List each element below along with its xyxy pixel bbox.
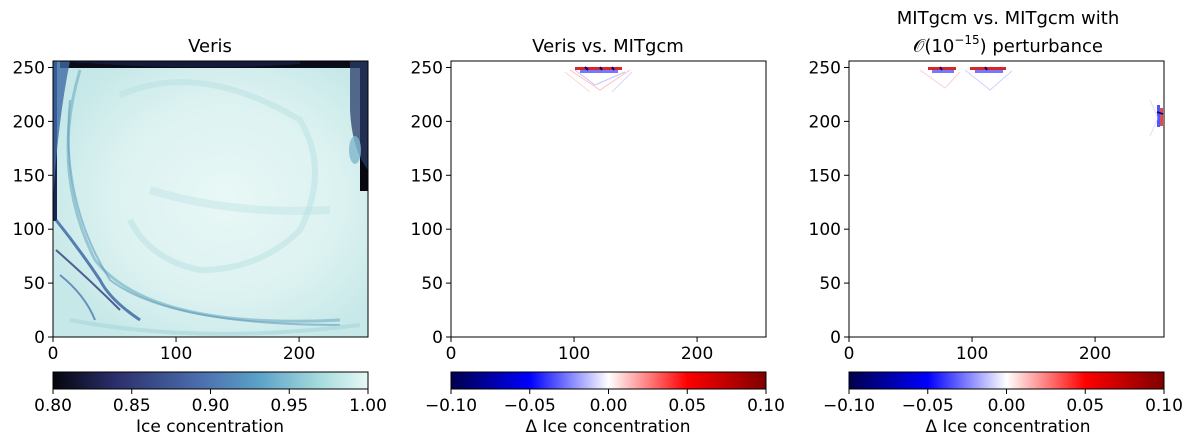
x-axis: 0 100 200	[844, 337, 1111, 364]
title-prefix: 𝒪(10	[913, 36, 954, 57]
colorbar-label: Δ Ice concentration	[526, 417, 691, 437]
heatmap-image	[849, 61, 1164, 337]
colorbar-tick-label: 0.05	[1066, 396, 1104, 416]
colorbar: −0.10 −0.05 0.00 0.05 0.10 Δ Ice concentrati…	[425, 371, 785, 437]
x-tick-label: 200	[1079, 344, 1111, 364]
colorbar-tick-label: 0.10	[747, 396, 785, 416]
x-tick-label: 200	[283, 344, 315, 364]
y-tick-label: 100	[411, 220, 443, 240]
title-exponent: −15	[954, 33, 979, 47]
title-suffix: ) perturbance	[980, 36, 1103, 57]
colorbar: −0.10 −0.05 0.00 0.05 0.10 Δ Ice concentrati…	[823, 371, 1183, 437]
panel-title-line1: MITgcm vs. MITgcm with	[897, 8, 1120, 29]
colorbar-tick-label: 0.80	[34, 396, 72, 416]
colorbar-ticks: −0.10 −0.05 0.00 0.05 0.10	[425, 389, 785, 416]
y-tick-label: 200	[13, 112, 45, 132]
colorbar-ticks: 0.80 0.85 0.90 0.95 1.00	[34, 389, 387, 416]
colorbar-label: Ice concentration	[136, 417, 284, 437]
colorbar-tick-label: 0.05	[668, 396, 706, 416]
y-tick-label: 100	[809, 220, 841, 240]
y-tick-label: 100	[13, 220, 45, 240]
x-axis: 0 100 200	[48, 337, 315, 364]
colorbar-tick-label: −0.05	[902, 396, 954, 416]
heatmap-image	[451, 61, 766, 337]
panel-title: Veris vs. MITgcm	[532, 36, 684, 57]
plot-frame	[450, 60, 767, 338]
panel-title: Veris	[188, 36, 232, 57]
y-tick-label: 250	[13, 58, 45, 78]
x-tick-label: 0	[844, 344, 855, 364]
heatmap-image	[53, 61, 368, 337]
y-axis: 0 50 100 150 200 250	[411, 58, 451, 348]
y-tick-label: 150	[411, 166, 443, 186]
x-tick-label: 100	[956, 344, 988, 364]
x-axis: 0 100 200	[446, 337, 713, 364]
colorbar-tick-label: 0.00	[988, 396, 1026, 416]
colorbar-tick-label: −0.10	[425, 396, 477, 416]
y-tick-label: 0	[432, 328, 443, 348]
colorbar-tick-label: 0.85	[113, 396, 151, 416]
panel-title-line2: 𝒪(10−15) perturbance	[913, 33, 1103, 57]
y-tick-label: 0	[34, 328, 45, 348]
difference-spots	[919, 66, 1164, 137]
y-tick-label: 250	[411, 58, 443, 78]
y-tick-label: 50	[23, 274, 45, 294]
y-axis: 0 50 100 150 200 250	[809, 58, 849, 348]
plot-frame	[848, 60, 1165, 338]
colorbar-ticks: −0.10 −0.05 0.00 0.05 0.10	[823, 389, 1183, 416]
difference-spots	[564, 66, 633, 93]
x-tick-label: 200	[681, 344, 713, 364]
x-tick-label: 100	[160, 344, 192, 364]
colorbar-tick-label: 1.00	[349, 396, 387, 416]
y-axis: 0 50 100 150 200 250	[13, 58, 53, 348]
y-tick-label: 50	[421, 274, 443, 294]
y-tick-label: 250	[809, 58, 841, 78]
plot-frame	[52, 60, 369, 338]
y-tick-label: 150	[13, 166, 45, 186]
colorbar-tick-label: −0.05	[504, 396, 556, 416]
colorbar-tick-label: −0.10	[823, 396, 875, 416]
colorbar-tick-label: 0.10	[1145, 396, 1183, 416]
colorbar: 0.80 0.85 0.90 0.95 1.00 Ice concentration	[34, 371, 387, 437]
x-tick-label: 100	[558, 344, 590, 364]
colorbar-label: Δ Ice concentration	[926, 417, 1091, 437]
x-tick-label: 0	[446, 344, 457, 364]
y-tick-label: 200	[809, 112, 841, 132]
y-tick-label: 150	[809, 166, 841, 186]
colorbar-tick-label: 0.90	[192, 396, 230, 416]
y-tick-label: 0	[830, 328, 841, 348]
colorbar-tick-label: 0.95	[270, 396, 308, 416]
panel-mitgcm-perturbance: MITgcm vs. MITgcm with 𝒪(10−15) perturba…	[809, 8, 1183, 437]
colorbar-tick-label: 0.00	[590, 396, 628, 416]
y-tick-label: 200	[411, 112, 443, 132]
y-tick-label: 50	[819, 274, 841, 294]
panel-veris-vs-mitgcm: Veris vs. MITgcm 0 100 200 0 50 100 150 200 250…	[411, 36, 785, 437]
x-tick-label: 0	[48, 344, 59, 364]
